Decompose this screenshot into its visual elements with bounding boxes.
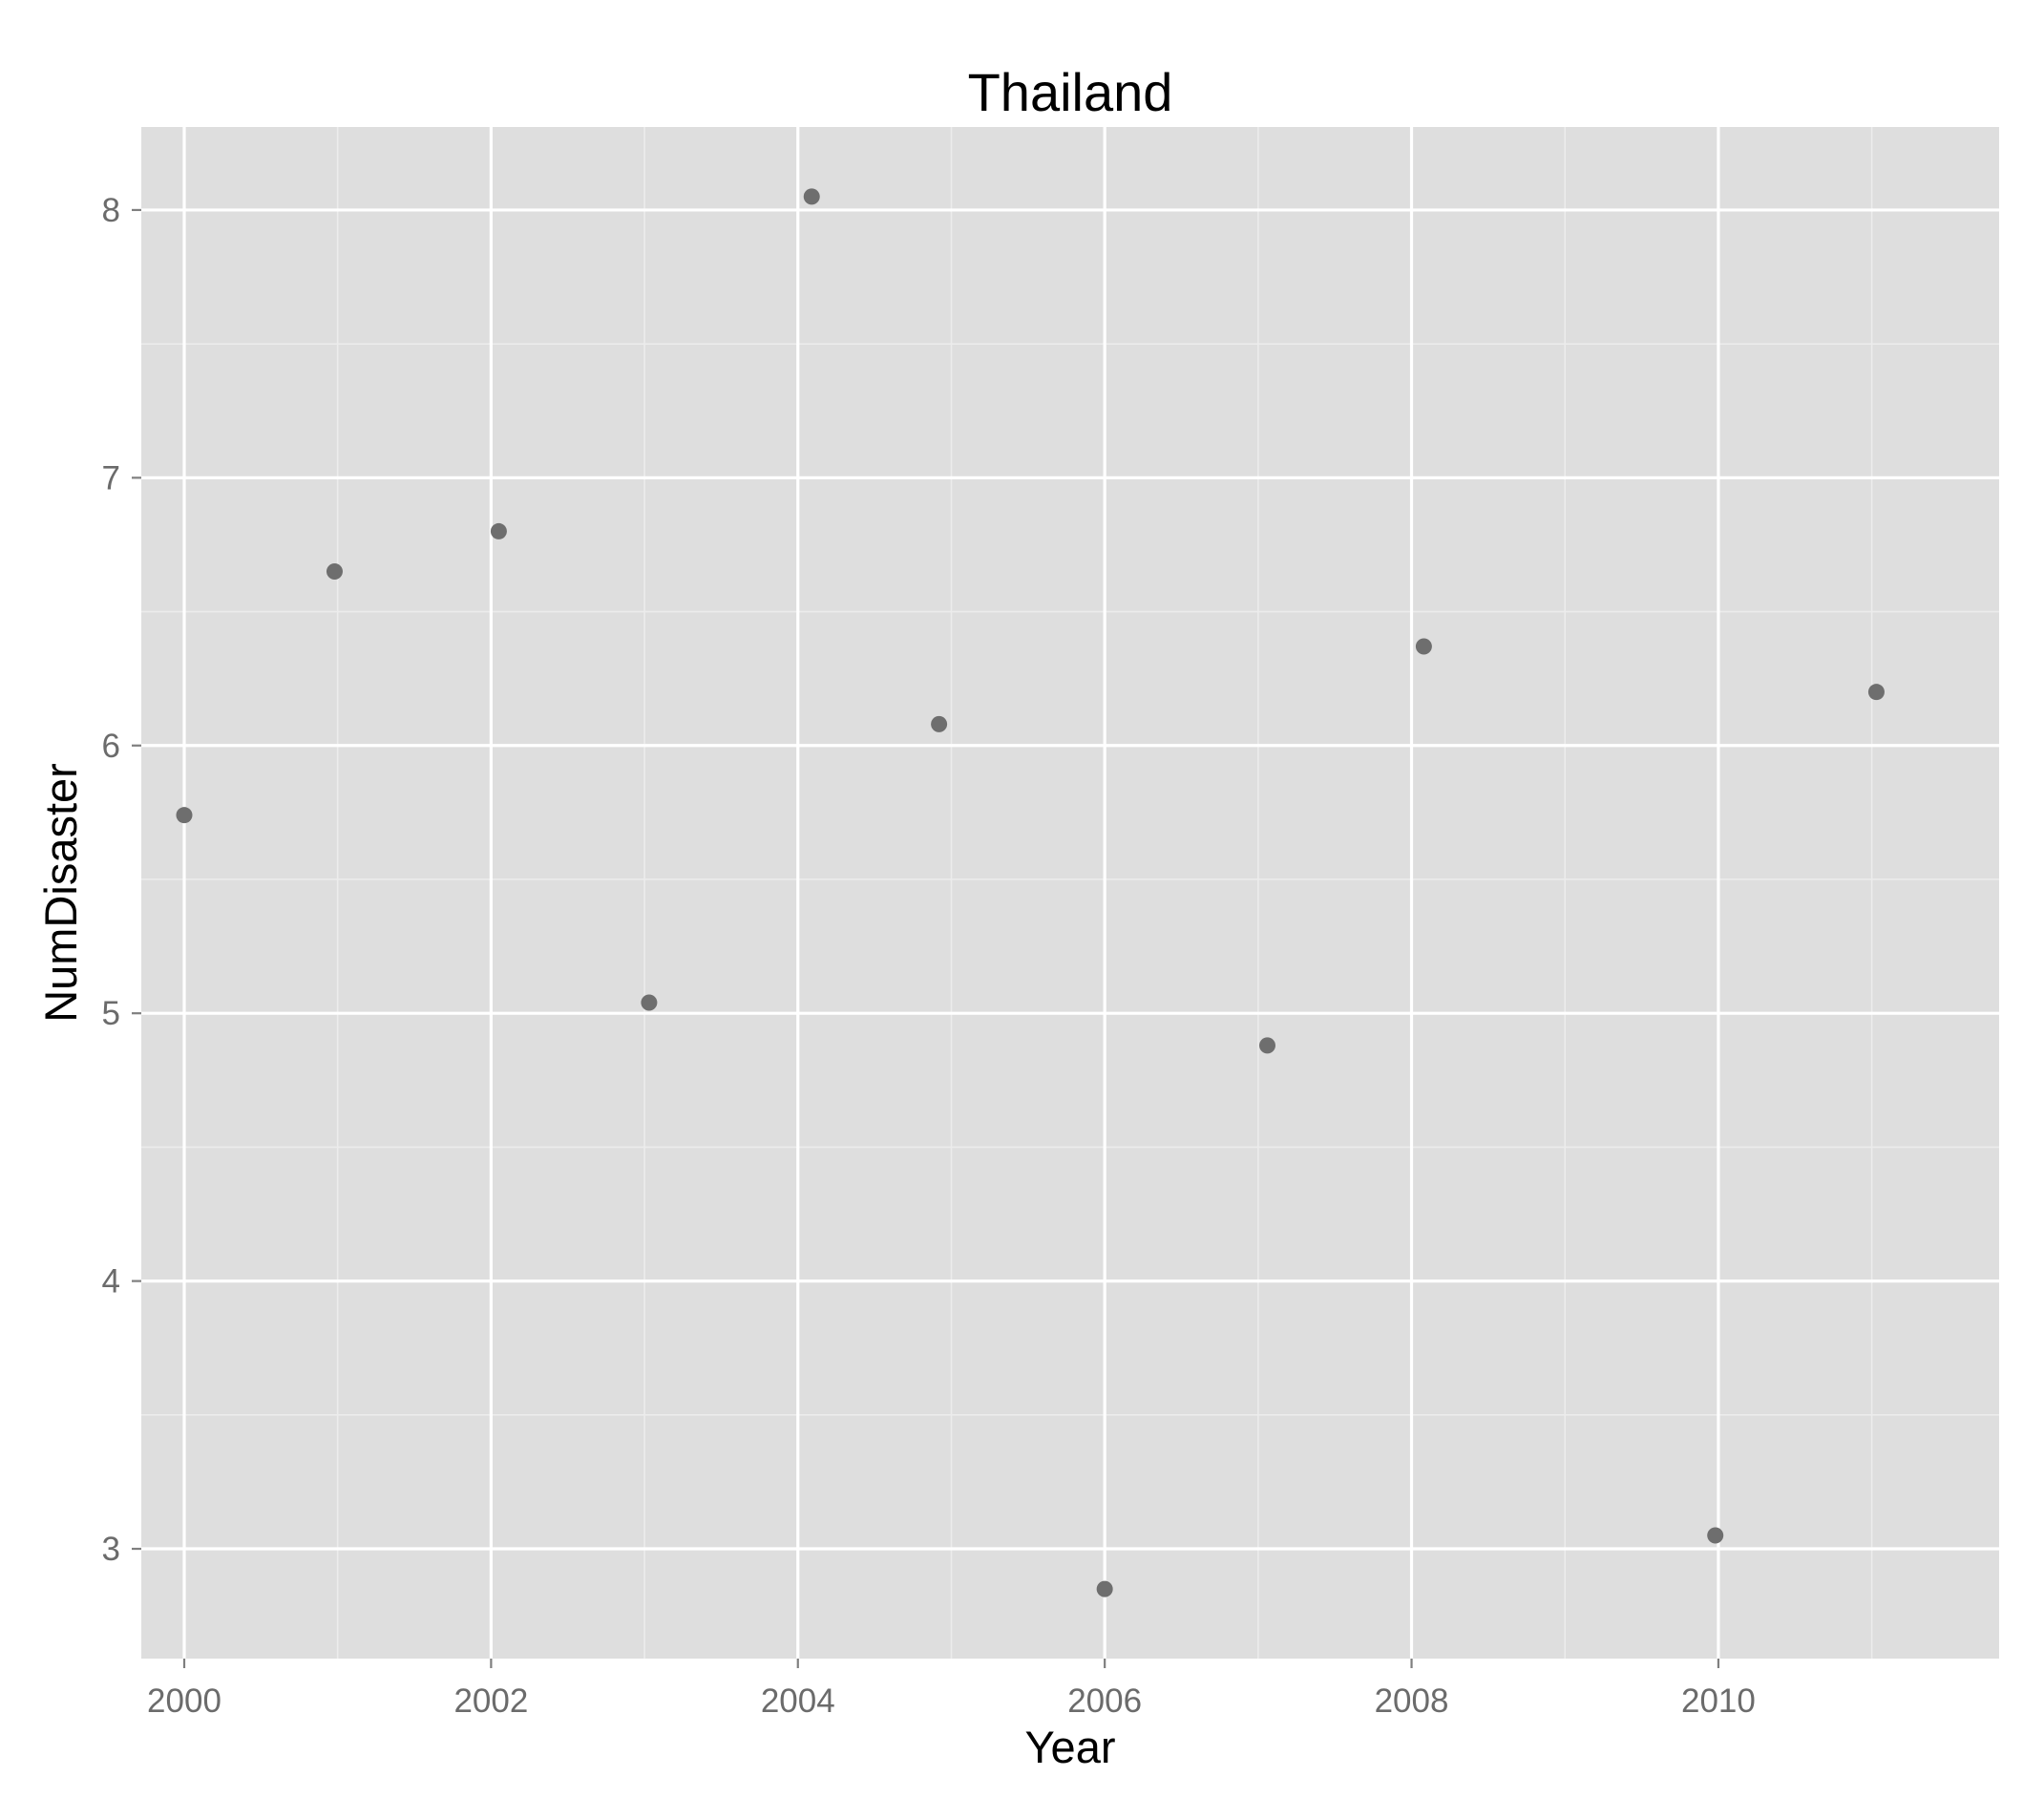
x-tick-label: 2006 [1067,1682,1142,1720]
y-tick-label: 5 [102,995,120,1032]
x-tick-label: 2008 [1375,1682,1449,1720]
chart-title: Thailand [968,62,1173,122]
y-tick-label: 4 [102,1263,120,1301]
y-tick-label: 6 [102,728,120,765]
data-point [803,188,820,205]
grid-layer [132,127,1999,1668]
data-point [931,715,948,732]
data-point [490,522,507,539]
data-point [1258,1037,1275,1054]
points-layer [176,188,1885,1597]
data-point [1415,638,1432,655]
y-axis-title: NumDisaster [35,763,86,1023]
data-point [641,994,658,1011]
data-point [1707,1527,1724,1544]
data-point [1096,1580,1113,1597]
data-point [176,807,193,824]
x-tick-label: 2004 [761,1682,835,1720]
data-point [326,562,343,580]
y-tick-label: 8 [102,192,120,229]
x-axis-title: Year [1025,1722,1116,1772]
x-tick-label: 2000 [147,1682,221,1720]
y-tick-label: 7 [102,459,120,497]
x-tick-label: 2010 [1681,1682,1756,1720]
y-tick-label: 3 [102,1531,120,1568]
x-tick-label: 2002 [453,1682,528,1720]
data-point [1867,684,1885,701]
plot-panel [141,127,1999,1659]
